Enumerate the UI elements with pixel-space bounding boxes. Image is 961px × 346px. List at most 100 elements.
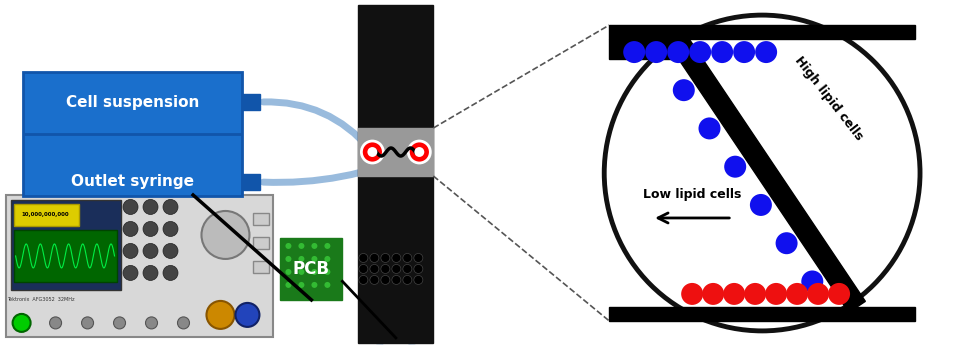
Circle shape <box>178 317 189 329</box>
Bar <box>11 200 120 290</box>
Bar <box>608 307 914 321</box>
Circle shape <box>311 243 317 249</box>
Circle shape <box>413 264 423 273</box>
Circle shape <box>162 265 178 280</box>
Bar <box>253 237 269 249</box>
Circle shape <box>369 264 379 273</box>
Polygon shape <box>608 39 681 59</box>
Circle shape <box>298 243 304 249</box>
Circle shape <box>775 232 797 254</box>
Circle shape <box>285 243 291 249</box>
Circle shape <box>732 41 754 63</box>
Circle shape <box>702 283 724 305</box>
Bar <box>13 204 79 226</box>
Circle shape <box>604 15 919 331</box>
Circle shape <box>827 283 850 305</box>
Circle shape <box>688 41 710 63</box>
Text: Tektronix  AFG3052  32MHz: Tektronix AFG3052 32MHz <box>7 297 74 302</box>
Text: PCB: PCB <box>292 260 330 278</box>
Circle shape <box>698 117 720 139</box>
Circle shape <box>235 303 259 327</box>
Circle shape <box>724 156 746 178</box>
Circle shape <box>311 256 317 262</box>
Circle shape <box>403 275 411 284</box>
Polygon shape <box>668 34 865 312</box>
Circle shape <box>710 41 732 63</box>
Circle shape <box>391 264 401 273</box>
Text: Low lipid cells: Low lipid cells <box>642 188 741 201</box>
Circle shape <box>324 269 330 275</box>
Circle shape <box>285 269 291 275</box>
Circle shape <box>723 283 745 305</box>
Circle shape <box>407 141 430 163</box>
Circle shape <box>324 243 330 249</box>
Text: 10,000,000,000: 10,000,000,000 <box>22 212 69 218</box>
Circle shape <box>754 41 776 63</box>
Circle shape <box>298 282 304 288</box>
Bar <box>281 238 342 300</box>
Circle shape <box>162 221 178 236</box>
Circle shape <box>12 314 31 332</box>
Circle shape <box>391 254 401 263</box>
Circle shape <box>667 41 688 63</box>
Circle shape <box>143 221 158 236</box>
Bar <box>242 174 260 190</box>
Circle shape <box>623 41 645 63</box>
Bar <box>358 128 432 176</box>
Circle shape <box>806 283 828 305</box>
Circle shape <box>123 200 137 215</box>
Circle shape <box>801 271 823 292</box>
Circle shape <box>285 256 291 262</box>
Bar <box>253 261 269 273</box>
Circle shape <box>785 283 807 305</box>
Bar <box>253 213 269 225</box>
Circle shape <box>361 141 383 163</box>
Bar <box>608 25 914 39</box>
Circle shape <box>413 275 423 284</box>
Bar <box>22 72 242 196</box>
Circle shape <box>324 256 330 262</box>
Circle shape <box>298 256 304 262</box>
Circle shape <box>123 265 137 280</box>
Circle shape <box>358 254 367 263</box>
Circle shape <box>298 269 304 275</box>
Circle shape <box>358 264 367 273</box>
Circle shape <box>201 211 249 259</box>
Circle shape <box>369 275 379 284</box>
Circle shape <box>113 317 125 329</box>
Circle shape <box>672 79 694 101</box>
Bar <box>358 5 432 343</box>
Circle shape <box>50 317 62 329</box>
Circle shape <box>403 264 411 273</box>
Circle shape <box>391 275 401 284</box>
Circle shape <box>403 254 411 263</box>
Circle shape <box>311 282 317 288</box>
Circle shape <box>123 221 137 236</box>
Circle shape <box>143 200 158 215</box>
Text: Cell suspension: Cell suspension <box>65 94 199 110</box>
Circle shape <box>311 269 317 275</box>
Circle shape <box>381 254 389 263</box>
Circle shape <box>143 244 158 258</box>
Circle shape <box>285 282 291 288</box>
Circle shape <box>358 275 367 284</box>
Bar <box>242 94 260 110</box>
Text: High lipid cells: High lipid cells <box>791 54 865 143</box>
Circle shape <box>162 244 178 258</box>
Circle shape <box>414 147 424 157</box>
Circle shape <box>207 301 234 329</box>
Circle shape <box>123 244 137 258</box>
Circle shape <box>145 317 158 329</box>
Circle shape <box>143 265 158 280</box>
Circle shape <box>82 317 93 329</box>
Circle shape <box>645 41 667 63</box>
Bar <box>6 195 273 337</box>
Circle shape <box>324 282 330 288</box>
Text: Outlet syringe: Outlet syringe <box>71 174 194 190</box>
Circle shape <box>381 275 389 284</box>
Circle shape <box>381 264 389 273</box>
Circle shape <box>367 147 377 157</box>
Circle shape <box>680 283 702 305</box>
Bar <box>13 230 116 282</box>
Circle shape <box>744 283 765 305</box>
